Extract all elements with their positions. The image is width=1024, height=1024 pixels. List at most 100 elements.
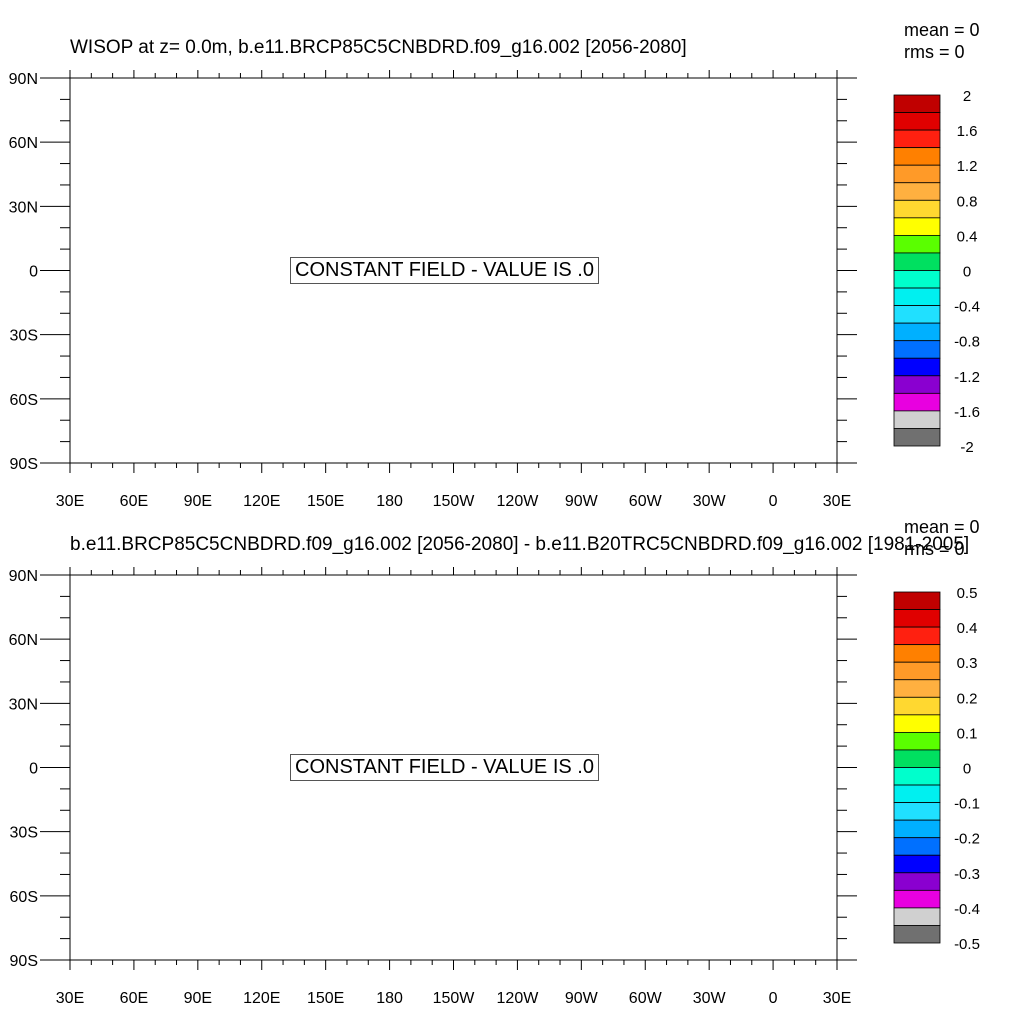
colorbar-box xyxy=(893,872,941,891)
colorbar-box xyxy=(893,287,941,306)
lat-tick-label: 60S xyxy=(10,889,38,906)
colorbar-box xyxy=(893,94,941,113)
stats-block: mean = 0 rms = 0 xyxy=(904,19,980,63)
rms-label: rms = 0 xyxy=(904,42,965,62)
colorbar-label: 1.6 xyxy=(957,123,978,140)
lon-tick-label: 60E xyxy=(120,990,148,1007)
lat-tick-label: 60S xyxy=(10,392,38,409)
lon-tick-label: 90E xyxy=(184,493,212,510)
colorbar-box xyxy=(893,696,941,716)
colorbar-label: -1.6 xyxy=(954,404,980,421)
colorbar-box xyxy=(893,428,941,447)
lon-tick-label: 60E xyxy=(120,493,148,510)
lat-tick-label: 90S xyxy=(10,953,38,970)
colorbar-box xyxy=(893,340,941,359)
lon-tick-label: 120W xyxy=(497,493,540,510)
lon-tick-label: 30W xyxy=(693,990,727,1007)
mean-label: mean = 0 xyxy=(904,20,980,40)
colorbar-box xyxy=(893,854,941,874)
top-map-plot: 90N 60N 30N 0 30S 60S 90S 30E 60E 90E 120E 150E 180 1… xyxy=(9,70,980,510)
colorbar-box xyxy=(893,217,941,236)
colorbar-box xyxy=(893,731,941,751)
colorbar-label: -0.4 xyxy=(954,901,980,918)
lon-tick-label: 60W xyxy=(629,493,663,510)
top-panel: 90N 60N 30N 0 30S 60S 90S 30E 60E 90E 120E 150E 180 1… xyxy=(9,19,980,510)
colorbar-box xyxy=(893,802,941,821)
colorbar-label: 0 xyxy=(963,264,971,281)
bottom-panel: 90N 60N 30N 0 30S 60S 90S 30E 60E 90E 120E 150E 180 1… xyxy=(0,497,1024,1009)
colorbar-label: 2 xyxy=(963,88,971,105)
lon-tick-label: 180 xyxy=(376,990,403,1007)
colorbar-box xyxy=(893,749,941,768)
constant-field-message: CONSTANT FIELD - VALUE IS .0 xyxy=(290,754,599,781)
colorbar-box xyxy=(893,819,941,839)
colorbar-box xyxy=(893,661,941,681)
colorbar-label: 0.3 xyxy=(957,655,978,672)
lon-tick-label: 120W xyxy=(497,990,540,1007)
colorbar-box xyxy=(893,837,941,856)
colorbar-label: -0.5 xyxy=(954,936,980,953)
bottom-map-plot: 90N 60N 30N 0 30S 60S 90S 30E 60E 90E 120E 150E 180 1… xyxy=(9,567,980,1007)
colorbar-label: 0.4 xyxy=(957,620,978,637)
colorbar-box xyxy=(893,767,941,786)
lat-tick-label: 30N xyxy=(9,696,38,713)
colorbar-box xyxy=(893,199,941,219)
lon-tick-label: 120E xyxy=(243,990,280,1007)
lon-tick-label: 90W xyxy=(565,990,599,1007)
colorbar-label: 0.5 xyxy=(957,585,978,602)
colorbar-box xyxy=(893,889,941,909)
lon-tick-label: 90W xyxy=(565,493,599,510)
lon-tick-label: 150E xyxy=(307,493,344,510)
lat-tick-label: 60N xyxy=(9,135,38,152)
lat-tick-label: 0 xyxy=(29,264,38,281)
colorbar-box xyxy=(893,644,941,663)
colorbar-label: 1.2 xyxy=(957,158,978,175)
colorbar-box xyxy=(893,147,941,166)
colorbar-label: -0.4 xyxy=(954,299,980,316)
lat-tick-label: 90S xyxy=(10,456,38,473)
colorbar-box xyxy=(893,322,941,342)
colorbar-box xyxy=(893,392,941,412)
colorbar-box xyxy=(893,679,941,698)
colorbar-label: 0 xyxy=(963,761,971,778)
lon-tick-label: 180 xyxy=(376,493,403,510)
colorbar-box xyxy=(893,609,941,628)
plot-title: WISOP at z= 0.0m, b.e11.BRCP85C5CNBDRD.f… xyxy=(70,37,687,58)
lat-tick-label: 90N xyxy=(9,568,38,585)
lat-tick-label: 30S xyxy=(10,825,38,842)
colorbar-box xyxy=(893,591,941,610)
rms-label: rms = 0 xyxy=(904,539,965,559)
colorbar-box xyxy=(893,714,941,733)
colorbar-box xyxy=(893,252,941,271)
lon-tick-label: 30W xyxy=(693,493,727,510)
colorbar-label: 0.4 xyxy=(957,228,978,245)
lon-tick-label: 120E xyxy=(243,493,280,510)
colorbar-label: 0.1 xyxy=(957,725,978,742)
lon-tick-label: 0 xyxy=(769,990,778,1007)
colorbar-label: -0.2 xyxy=(954,831,980,848)
colorbar-box xyxy=(893,907,941,926)
colorbar-box xyxy=(893,305,941,324)
lat-tick-label: 60N xyxy=(9,632,38,649)
colorbar-box xyxy=(893,375,941,394)
colorbar-box xyxy=(893,784,941,803)
lon-tick-label: 0 xyxy=(769,493,778,510)
lon-tick-label: 30E xyxy=(823,990,851,1007)
lat-tick-label: 90N xyxy=(9,71,38,88)
colorbar-label: 0.8 xyxy=(957,193,978,210)
colorbar-box xyxy=(893,270,941,289)
colorbar-box xyxy=(893,925,941,944)
lon-tick-label: 150W xyxy=(433,493,476,510)
lon-tick-label: 30E xyxy=(56,493,84,510)
lon-tick-label: 60W xyxy=(629,990,663,1007)
lon-tick-label: 90E xyxy=(184,990,212,1007)
lon-tick-label: 150W xyxy=(433,990,476,1007)
mean-label: mean = 0 xyxy=(904,517,980,537)
lat-tick-label: 0 xyxy=(29,761,38,778)
lat-tick-label: 30S xyxy=(10,328,38,345)
colorbar-label: -2 xyxy=(960,439,973,456)
constant-field-message: CONSTANT FIELD - VALUE IS .0 xyxy=(290,257,599,284)
colorbar-box xyxy=(893,164,941,184)
lon-tick-label: 30E xyxy=(56,990,84,1007)
lon-tick-label: 30E xyxy=(823,493,851,510)
